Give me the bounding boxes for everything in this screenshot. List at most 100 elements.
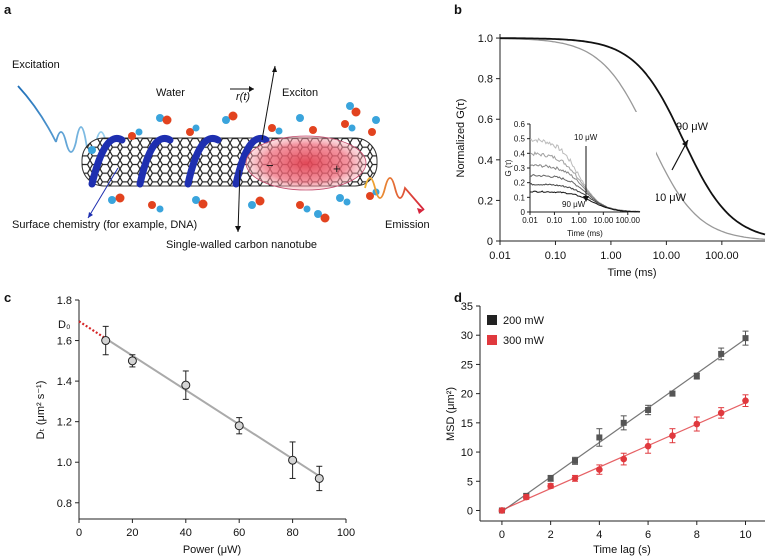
- panel-c-x-tick-label: 60: [233, 527, 245, 539]
- panel-c-x-tick-label: 100: [337, 527, 355, 539]
- panel-c-d0-annotation: D₀: [58, 319, 71, 331]
- panel-b-inset-x-title: Time (ms): [567, 229, 603, 238]
- panel-b-y-tick-label: 0.4: [478, 155, 493, 167]
- panel-a-label: a: [4, 2, 12, 17]
- panel-d-data-point: [620, 419, 627, 426]
- excitation-label: Excitation: [12, 59, 60, 71]
- panel-c-x-tick-label: 80: [286, 527, 298, 539]
- panel-b-series-line: [500, 37, 766, 236]
- panel-d-data-point: [718, 350, 725, 357]
- panel-b-inset-x-tick-label: 1.00: [571, 216, 587, 225]
- panel-b-annotation-90uW: 90 μW: [676, 121, 709, 133]
- panel-d-data-point: [620, 455, 628, 463]
- panel-d-legend: 200 mW 300 mW: [487, 315, 545, 347]
- panel-d-y-tick-label: 15: [461, 418, 473, 430]
- panel-d-data-point: [498, 507, 506, 514]
- panel-b-x-axis-title: Time (ms): [607, 267, 656, 279]
- panel-c-label: c: [4, 290, 11, 305]
- panel-d-data-point: [742, 335, 749, 342]
- exciton-plus-charge: +: [333, 161, 341, 176]
- panel-b-inset-label-10uW: 10 μW: [574, 133, 598, 142]
- panel-d-legend-swatch: [487, 315, 497, 325]
- panel-d-y-tick-label: 35: [461, 301, 473, 313]
- panel-b-inset-y-tick-label: 0.5: [514, 135, 526, 144]
- panel-b-inset-y-tick-label: 0: [521, 208, 526, 217]
- panel-c-ticks: 0 20 40 60 80 100 0.8 1.0 1.2 1.4 1.6 1.8: [57, 295, 355, 539]
- panel-c-y-tick-label: 1.4: [57, 376, 72, 388]
- panel-b-inset-x-tick-label: 0.01: [522, 216, 538, 225]
- panel-b-inset-y-tick-label: 0.2: [514, 179, 526, 188]
- panel-d-x-axis-title: Time lag (s): [593, 544, 651, 556]
- panel-d-msd-chart: d 0 2 4 6 8 10 0 5 10 15 20 25 30 35 200 mW 300 mW Tim…: [445, 290, 765, 556]
- panel-c-data-point: [288, 455, 298, 465]
- panel-d-data-point: [669, 432, 676, 440]
- panel-b-x-tick-label: 100.00: [705, 250, 739, 262]
- panel-d-data-point: [717, 409, 725, 417]
- panel-d-x-tick-label: 8: [694, 529, 700, 541]
- water-molecules: [88, 102, 380, 223]
- panel-d-x-tick-label: 4: [596, 529, 602, 541]
- panel-b-x-tick-label: 1.00: [600, 250, 621, 262]
- panel-d-ticks: 0 2 4 6 8 10 0 5 10 15 20 25 30 35: [461, 301, 752, 541]
- swcnt-label: Single-walled carbon nanotube: [166, 239, 317, 251]
- panel-d-y-tick-label: 25: [461, 359, 473, 371]
- panel-a-illustration: a Excitation − +: [4, 2, 430, 251]
- panel-b-inset-label-90uW: 90 μW: [562, 200, 586, 209]
- panel-c-fit-line: [105, 337, 320, 477]
- panel-b-series: [500, 37, 766, 240]
- emission-wave-icon: [364, 177, 425, 211]
- panel-d-data-point: [742, 397, 749, 404]
- panel-d-x-tick-label: 0: [499, 529, 505, 541]
- panel-b-y-tick-label: 1.0: [478, 33, 493, 45]
- panel-c-data-point: [181, 380, 191, 390]
- panel-c-x-tick-label: 0: [76, 527, 82, 539]
- panel-b-inset-y-tick-label: 0.4: [514, 149, 526, 158]
- panel-d-legend-label: 200 mW: [503, 315, 545, 327]
- panel-b-inset-background: [510, 112, 656, 230]
- panel-b-inset: 0.01 0.10 1.00 10.00 100.00 0 0.1 0.2 0.3 0.4 0.5 0…: [504, 112, 656, 238]
- panel-c-y-axis-title: Dₜ (μm² s⁻¹): [35, 381, 47, 440]
- panel-c-data-point: [234, 421, 244, 431]
- panel-d-data-point: [644, 442, 652, 450]
- panel-c-data: [78, 320, 324, 492]
- panel-d-data-point: [645, 406, 652, 413]
- panel-c-y-tick-label: 1.0: [57, 457, 72, 469]
- panel-b-inset-y-tick-label: 0.6: [514, 120, 526, 129]
- panel-c-extrapolation-line: [78, 320, 107, 340]
- dna-helix-icon: [88, 135, 270, 188]
- panel-d-y-tick-label: 30: [461, 330, 473, 342]
- panel-d-data-point: [596, 466, 603, 473]
- panel-d-data-point: [571, 475, 579, 482]
- panel-d-data-point: [693, 373, 700, 380]
- panel-c-y-tick-label: 1.6: [57, 336, 72, 348]
- panel-d-data-point: [596, 434, 603, 441]
- panel-c-y-tick-label: 1.8: [57, 295, 72, 307]
- panel-c-data-point: [127, 356, 137, 366]
- panel-c-y-tick-label: 0.8: [57, 498, 72, 510]
- panel-b-y-tick-label: 0.2: [478, 195, 493, 207]
- panel-b-label: b: [454, 2, 462, 17]
- panel-d-y-tick-label: 20: [461, 389, 473, 401]
- panel-b-y-axis-title: Normalized G(τ): [455, 99, 467, 178]
- panel-d-x-tick-label: 10: [739, 529, 751, 541]
- panel-d-x-tick-label: 2: [548, 529, 554, 541]
- panel-d-data-point: [693, 420, 701, 428]
- exciton-minus-charge: −: [266, 158, 274, 173]
- panel-c-x-axis-title: Power (μW): [183, 544, 241, 556]
- panel-c-data-point: [101, 336, 111, 346]
- panel-b-inset-y-tick-label: 0.3: [514, 164, 526, 173]
- panel-b-inset-y-tick-label: 0.1: [514, 193, 526, 202]
- panel-d-data-point: [522, 493, 530, 501]
- r-t-label: r(t): [236, 91, 250, 103]
- panel-b-y-tick-label: 0: [487, 236, 493, 248]
- panel-b-y-tick-label: 0.8: [478, 74, 493, 86]
- emission-label: Emission: [385, 219, 430, 231]
- panel-d-y-tick-label: 10: [461, 447, 473, 459]
- panel-b-x-tick-label: 0.10: [545, 250, 566, 262]
- panel-b-inset-y-title: G (τ): [504, 159, 513, 176]
- panel-d-data-point: [547, 475, 554, 482]
- panel-b-inset-x-tick-label: 10.00: [593, 216, 614, 225]
- panel-b-y-tick-label: 0.6: [478, 114, 493, 126]
